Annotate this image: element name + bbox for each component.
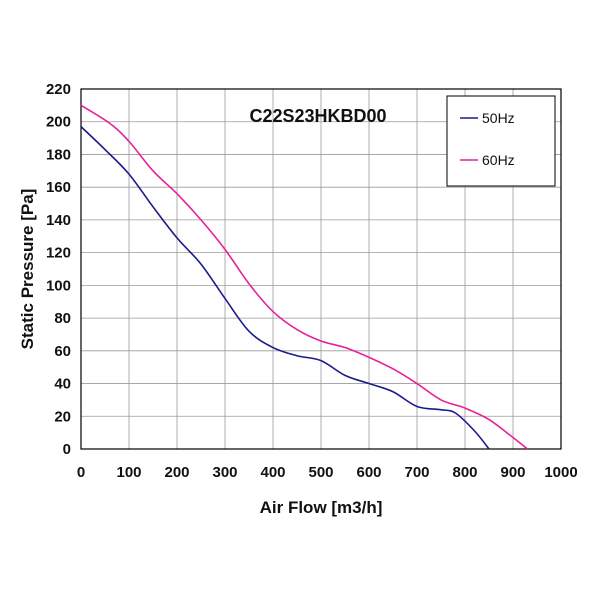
x-tick-label: 900 <box>500 464 525 481</box>
y-tick-label: 120 <box>46 245 71 262</box>
x-tick-labels: 0 100 200 300 400 500 600 700 800 900 1000 <box>77 464 578 481</box>
x-tick-label: 400 <box>260 464 285 481</box>
x-axis-title: Air Flow [m3/h] <box>260 498 383 517</box>
x-tick-label: 300 <box>212 464 237 481</box>
legend-label-50hz: 50Hz <box>482 110 515 126</box>
series-line-50hz <box>80 126 490 450</box>
y-tick-label: 100 <box>46 277 71 294</box>
y-tick-label: 60 <box>54 343 71 360</box>
y-tick-label: 80 <box>54 310 71 327</box>
y-tick-label: 180 <box>46 146 71 163</box>
legend: 50Hz 60Hz <box>446 95 556 187</box>
legend-label-60hz: 60Hz <box>482 152 515 168</box>
y-tick-label: 40 <box>54 376 71 393</box>
x-tick-label: 200 <box>164 464 189 481</box>
y-tick-label: 220 <box>46 81 71 98</box>
y-tick-labels: 0 20 40 60 80 100 120 140 160 180 200 220 <box>46 81 71 458</box>
y-tick-label: 0 <box>63 441 71 458</box>
legend-box <box>446 95 556 187</box>
series-lines <box>80 104 528 450</box>
y-tick-label: 200 <box>46 114 71 131</box>
plot-frame <box>80 88 562 450</box>
x-tick-label: 1000 <box>544 464 577 481</box>
x-tick-label: 100 <box>116 464 141 481</box>
chart-title: C22S23HKBD00 <box>249 106 386 126</box>
x-tick-label: 600 <box>356 464 381 481</box>
y-axis-title: Static Pressure [Pa] <box>18 189 37 350</box>
x-tick-label: 500 <box>308 464 333 481</box>
y-tick-label: 160 <box>46 179 71 196</box>
x-tick-label: 0 <box>77 464 85 481</box>
x-tick-label: 800 <box>452 464 477 481</box>
x-tick-label: 700 <box>404 464 429 481</box>
y-tick-label: 140 <box>46 212 71 229</box>
series-line-60hz <box>80 104 528 450</box>
y-tick-label: 20 <box>54 408 71 425</box>
